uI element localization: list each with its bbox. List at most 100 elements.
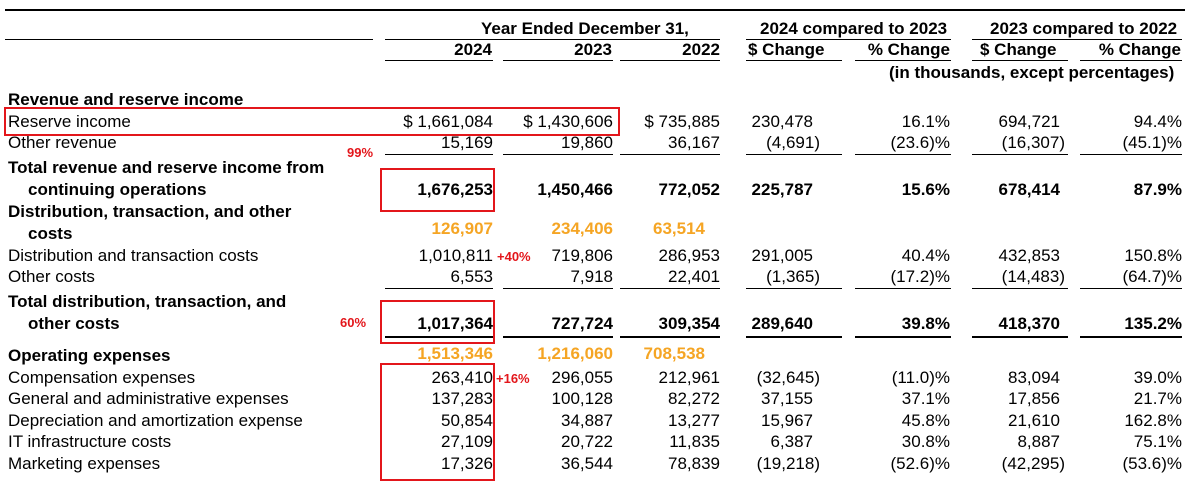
annotation-dist-sum-2022: 63,514 <box>653 219 705 238</box>
cell-pct1: (17.2)% <box>890 267 950 286</box>
cell-2024: 1,017,364 <box>417 314 493 333</box>
header-cmp2-underline <box>972 39 1182 40</box>
cell-pct1: 45.8% <box>901 411 950 430</box>
highlight-opex-2024 <box>380 363 495 481</box>
cell-pct1: 37.1% <box>901 389 950 408</box>
cell-pct2: (53.6)% <box>1122 454 1182 473</box>
cell-pct2: (45.1)% <box>1122 133 1182 152</box>
cell-2023: 296,055 <box>551 368 613 387</box>
units-note: (in thousands, except percentages) <box>889 63 1175 82</box>
cell-2024: 27,109 <box>441 432 493 451</box>
section-opex-title: Operating expenses <box>8 346 171 365</box>
cell-pct1: (23.6)% <box>890 133 950 152</box>
cell-pct2: 162.8% <box>1124 411 1182 430</box>
col-change-1: $ Change <box>748 40 825 59</box>
cell-chg2: 694,721 <box>998 112 1060 131</box>
subtotal-rule-pct1 <box>855 288 951 289</box>
subtotal-rule-2022 <box>620 288 720 289</box>
total-rule-2022 <box>620 336 720 338</box>
highlight-total-costs-2024 <box>380 300 495 344</box>
cell-2023: 1,450,466 <box>537 180 613 199</box>
cell-pct2: 75.1% <box>1133 432 1182 451</box>
colhdr-underline-2022 <box>620 60 720 61</box>
header-cmp1-underline <box>746 39 951 40</box>
row-label-line1: Total distribution, transaction, and <box>8 292 287 311</box>
cell-pct1: 16.1% <box>901 112 950 131</box>
col-pct-2: % Change <box>1098 40 1181 59</box>
top-rule <box>5 9 1185 11</box>
cell-pct1: 15.6% <box>901 180 950 199</box>
cell-2022: 36,167 <box>668 133 720 152</box>
col-2024: 2024 <box>454 40 492 59</box>
cell-2023: 19,860 <box>561 133 613 152</box>
subtotal-rule-pct1 <box>855 154 951 155</box>
cell-chg1: 291,005 <box>751 246 813 265</box>
subtotal-rule-chg1 <box>746 288 842 289</box>
total-rule-2024 <box>385 336 493 338</box>
header-2024-vs-2023: 2024 compared to 2023 <box>760 19 948 38</box>
cell-chg1: 6,387 <box>770 432 813 451</box>
cell-2022: 286,953 <box>658 246 720 265</box>
cell-chg2: 418,370 <box>998 314 1060 333</box>
total-rule-pct1 <box>855 336 951 338</box>
row-label: Marketing expenses <box>8 454 161 473</box>
annotation-gross-margin: 99% <box>347 145 374 160</box>
header-year-ended: Year Ended December 31, <box>481 19 689 38</box>
cell-2022: 212,961 <box>658 368 720 387</box>
highlight-reserve-income <box>4 107 620 136</box>
subtotal-rule-2024 <box>385 154 493 155</box>
cell-chg2: 83,094 <box>1008 368 1060 387</box>
total-rule-2023 <box>503 336 613 338</box>
col-2022: 2022 <box>682 40 720 59</box>
cell-chg2: 678,414 <box>998 180 1060 199</box>
cell-pct1: (52.6)% <box>890 454 950 473</box>
colhdr-underline-pct2 <box>1080 60 1182 61</box>
header-label-underline <box>5 39 373 40</box>
cell-chg2: 8,887 <box>1017 432 1060 451</box>
cell-chg2: (42,295) <box>1001 454 1065 473</box>
cell-2022: 13,277 <box>668 411 720 430</box>
annotation-dist-sum-2023: 234,406 <box>551 219 613 238</box>
cell-chg1: 289,640 <box>751 314 813 333</box>
cell-2023: 20,722 <box>561 432 613 451</box>
cell-chg2: 17,856 <box>1008 389 1060 408</box>
cell-pct2: 39.0% <box>1133 368 1182 387</box>
cell-pct1: 30.8% <box>901 432 950 451</box>
cell-2024: 50,854 <box>441 411 493 430</box>
cell-2023: 36,544 <box>561 454 613 473</box>
subtotal-rule-chg2 <box>972 288 1068 289</box>
colhdr-underline-2024 <box>385 60 493 61</box>
cell-2022: 82,272 <box>668 389 720 408</box>
cell-chg1: 15,967 <box>761 411 813 430</box>
row-label: Compensation expenses <box>8 368 196 387</box>
cell-chg1: 225,787 <box>751 180 813 199</box>
cell-chg1: 37,155 <box>761 389 813 408</box>
row-label-line2: other costs <box>28 314 120 333</box>
cell-pct2: 135.2% <box>1124 314 1182 333</box>
cell-pct1: 39.8% <box>901 314 950 333</box>
cell-chg2: 21,610 <box>1008 411 1060 430</box>
cell-2023: 100,128 <box>551 389 613 408</box>
cell-pct1: (11.0)% <box>891 368 950 387</box>
highlight-total-revenue-2024 <box>380 168 495 212</box>
annotation-dist-sum-2024: 126,907 <box>431 219 493 238</box>
cell-chg1: (1,365) <box>766 267 820 286</box>
row-label: Distribution and transaction costs <box>8 246 259 265</box>
subtotal-rule-2024 <box>385 288 493 289</box>
subtotal-rule-2022 <box>620 154 720 155</box>
section-distribution-title-2: costs <box>28 224 73 243</box>
header-2023-vs-2022: 2023 compared to 2022 <box>990 19 1178 38</box>
colhdr-underline-2023 <box>503 60 613 61</box>
colhdr-underline-chg2 <box>972 60 1068 61</box>
subtotal-rule-2023 <box>503 154 613 155</box>
section-distribution-title-1: Distribution, transaction, and other <box>8 202 292 221</box>
cell-2022: 309,354 <box>658 314 720 333</box>
total-rule-chg2 <box>972 336 1068 338</box>
col-pct-1: % Change <box>867 40 950 59</box>
row-label-line1: Total revenue and reserve income from <box>8 158 325 177</box>
cell-2023: 727,724 <box>551 314 613 333</box>
subtotal-rule-chg2 <box>972 154 1068 155</box>
cell-pct2: 21.7% <box>1133 389 1182 408</box>
cell-2022: $ 735,885 <box>644 112 720 131</box>
cell-2023: $ 1,430,606 <box>523 112 613 131</box>
